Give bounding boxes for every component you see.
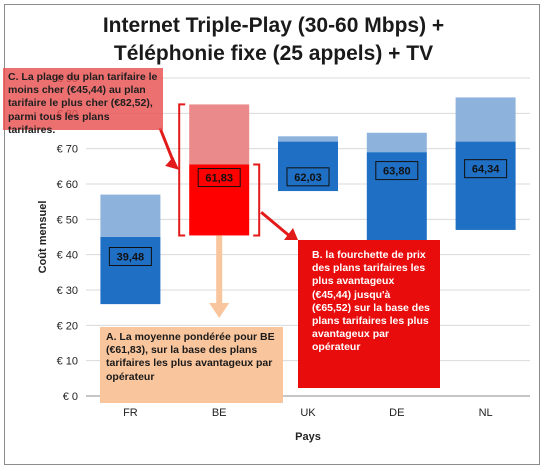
data-label-nl: 64,34 xyxy=(472,164,500,176)
y-tick-label: € 70 xyxy=(57,144,78,156)
bar-all-plans-fr xyxy=(100,194,161,237)
bracket-cheapest-range xyxy=(253,163,261,237)
x-tick-label: FR xyxy=(123,407,138,419)
y-tick-label: € 10 xyxy=(57,356,78,368)
arrow-callout-b xyxy=(260,211,293,240)
x-tick-label: DE xyxy=(389,407,404,419)
data-label-fr: 39,48 xyxy=(117,252,145,264)
data-label-box-be xyxy=(197,168,241,188)
y-tick-label: € 60 xyxy=(57,179,78,191)
bar-cheapest-plans-nl xyxy=(455,141,516,230)
x-tick-label: NL xyxy=(479,407,493,419)
chart-title-line-1: Internet Triple-Play (30-60 Mbps) + xyxy=(102,14,445,37)
x-tick-label: UK xyxy=(300,407,316,419)
data-label-box-uk xyxy=(286,167,330,187)
y-tick-label: € 20 xyxy=(57,320,78,332)
arrowhead-callout-b xyxy=(284,228,298,240)
bar-all-plans-uk xyxy=(278,136,338,142)
chart-title-line-2: Téléphonie fixe (25 appels) + TV xyxy=(113,42,434,65)
bar-all-plans-be xyxy=(189,104,250,165)
callout-a-weighted-average: A. La moyenne pondérée pour BE (€61,83),… xyxy=(100,327,283,403)
y-tick-label: € 50 xyxy=(57,214,78,226)
y-tick-label: € 40 xyxy=(57,250,78,262)
data-label-uk: 62,03 xyxy=(294,172,322,184)
data-label-de: 63,80 xyxy=(383,166,411,178)
x-axis-title: Pays xyxy=(295,431,321,443)
x-tick-label: BE xyxy=(212,407,227,419)
callout-c-full-range: C. La plage du plan tarifaire le moins c… xyxy=(3,68,163,136)
bar-all-plans-nl xyxy=(455,97,516,142)
bar-all-plans-de xyxy=(366,132,427,153)
arrow-shaft-callout-a xyxy=(216,235,223,305)
y-axis-title: Coût mensuel xyxy=(37,201,49,274)
data-label-box-de xyxy=(375,161,419,181)
data-label-box-nl xyxy=(464,159,508,179)
arrowhead-callout-a xyxy=(209,303,230,318)
callout-b-cheapest-range: B. la fourchette de prix des plans tarif… xyxy=(298,240,440,388)
y-tick-label: € 0 xyxy=(63,391,78,403)
y-tick-label: € 30 xyxy=(57,285,78,297)
arrowhead-callout-c xyxy=(165,156,180,170)
data-label-be: 61,83 xyxy=(205,173,233,185)
data-label-box-fr xyxy=(108,247,152,267)
bracket-full-range xyxy=(178,103,186,237)
